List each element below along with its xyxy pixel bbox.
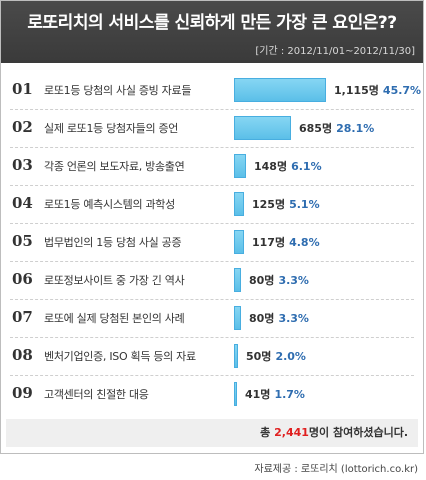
- count-label: 1,115명: [334, 84, 379, 97]
- category-label: 로또에 실제 당첨된 본인의 사례: [44, 312, 185, 325]
- count-label: 50명: [246, 350, 272, 363]
- bar-row: 04 로또1등 예측시스템의 과학성 125명 5.1%: [0, 186, 424, 222]
- rank-number: 02: [12, 118, 33, 136]
- chart-title: 로또리치의 서비스를 신뢰하게 만든 가장 큰 요인은??: [27, 13, 397, 33]
- rank-number: 01: [12, 80, 33, 98]
- row-divider: [10, 299, 414, 300]
- bar-row: 06 로또정보사이트 중 가장 긴 역사 80명 3.3%: [0, 262, 424, 298]
- bar: [234, 154, 246, 178]
- bar: [234, 306, 241, 330]
- count-label: 80명: [249, 274, 275, 287]
- value-label: 117명 4.8%: [252, 234, 320, 250]
- rank-number: 07: [12, 308, 33, 326]
- value-label: 125명 5.1%: [252, 196, 320, 212]
- value-label: 148명 6.1%: [254, 158, 322, 174]
- percent-label: 1.7%: [274, 388, 305, 401]
- bar-row: 01 로또1등 당첨의 사실 증빙 자료들 1,115명 45.7%: [0, 72, 424, 108]
- percent-label: 45.7%: [382, 84, 422, 97]
- rank-number: 05: [12, 232, 33, 250]
- value-label: 685명 28.1%: [299, 120, 374, 136]
- bar-row: 05 법무법인의 1등 당첨 사실 공증 117명 4.8%: [0, 224, 424, 260]
- rank-number: 06: [12, 270, 33, 288]
- rank-number: 04: [12, 194, 33, 212]
- bar: [234, 344, 238, 368]
- category-label: 실제 로또1등 당첨자들의 증언: [44, 122, 179, 135]
- value-label: 80명 3.3%: [249, 310, 309, 326]
- row-divider: [10, 185, 414, 186]
- total-suffix: 명이 참여하셨습니다.: [308, 426, 408, 439]
- row-divider: [10, 223, 414, 224]
- category-label: 로또정보사이트 중 가장 긴 역사: [44, 274, 185, 287]
- data-source: 자료제공 : 로또리치 (lottorich.co.kr): [254, 464, 418, 475]
- value-label: 50명 2.0%: [246, 348, 306, 364]
- category-label: 벤처기업인증, ISO 획득 등의 자료: [44, 350, 196, 363]
- bar-row: 03 각종 언론의 보도자료, 방송출연 148명 6.1%: [0, 148, 424, 184]
- row-divider: [10, 147, 414, 148]
- percent-label: 6.1%: [291, 160, 322, 173]
- bar: [234, 78, 326, 102]
- row-divider: [10, 109, 414, 110]
- chart-frame: [0, 0, 424, 454]
- count-label: 80명: [249, 312, 275, 325]
- count-label: 148명: [254, 160, 288, 173]
- value-label: 1,115명 45.7%: [334, 82, 421, 98]
- category-label: 로또1등 당첨의 사실 증빙 자료들: [44, 84, 192, 97]
- count-label: 117명: [252, 236, 286, 249]
- bar: [234, 192, 244, 216]
- value-label: 41명 1.7%: [245, 386, 305, 402]
- percent-label: 28.1%: [336, 122, 375, 135]
- category-label: 로또1등 예측시스템의 과학성: [44, 198, 175, 211]
- bar: [234, 382, 237, 406]
- category-label: 각종 언론의 보도자료, 방송출연: [44, 160, 185, 173]
- bar-chart: 01 로또1등 당첨의 사실 증빙 자료들 1,115명 45.7% 02 실제 로또1등…: [0, 72, 424, 412]
- value-label: 80명 3.3%: [249, 272, 309, 288]
- rank-number: 03: [12, 156, 33, 174]
- bar: [234, 230, 244, 254]
- category-label: 법무법인의 1등 당첨 사실 공증: [44, 236, 182, 249]
- percent-label: 3.3%: [278, 312, 309, 325]
- bar-row: 07 로또에 실제 당첨된 본인의 사례 80명 3.3%: [0, 300, 424, 336]
- count-label: 41명: [245, 388, 271, 401]
- bar: [234, 116, 291, 140]
- count-label: 125명: [252, 198, 286, 211]
- bar-row: 02 실제 로또1등 당첨자들의 증언 685명 28.1%: [0, 110, 424, 146]
- percent-label: 5.1%: [289, 198, 320, 211]
- percent-label: 2.0%: [275, 350, 306, 363]
- total-participants: 총 2,441명이 참여하셨습니다.: [6, 419, 418, 447]
- count-label: 685명: [299, 122, 333, 135]
- rank-number: 08: [12, 346, 33, 364]
- total-prefix: 총: [260, 426, 275, 439]
- chart-header: 로또리치의 서비스를 신뢰하게 만든 가장 큰 요인은?? [기간 : 2012…: [1, 1, 423, 63]
- bar: [234, 268, 241, 292]
- bar-row: 09 고객센터의 친절한 대응 41명 1.7%: [0, 376, 424, 412]
- category-label: 고객센터의 친절한 대응: [44, 388, 149, 401]
- percent-label: 4.8%: [289, 236, 320, 249]
- percent-label: 3.3%: [278, 274, 309, 287]
- row-divider: [10, 261, 414, 262]
- row-divider: [10, 337, 414, 338]
- bar-row: 08 벤처기업인증, ISO 획득 등의 자료 50명 2.0%: [0, 338, 424, 374]
- total-number: 2,441: [274, 426, 309, 439]
- row-divider: [10, 375, 414, 376]
- rank-number: 09: [12, 384, 33, 402]
- survey-period: [기간 : 2012/11/01~2012/11/30]: [255, 46, 415, 57]
